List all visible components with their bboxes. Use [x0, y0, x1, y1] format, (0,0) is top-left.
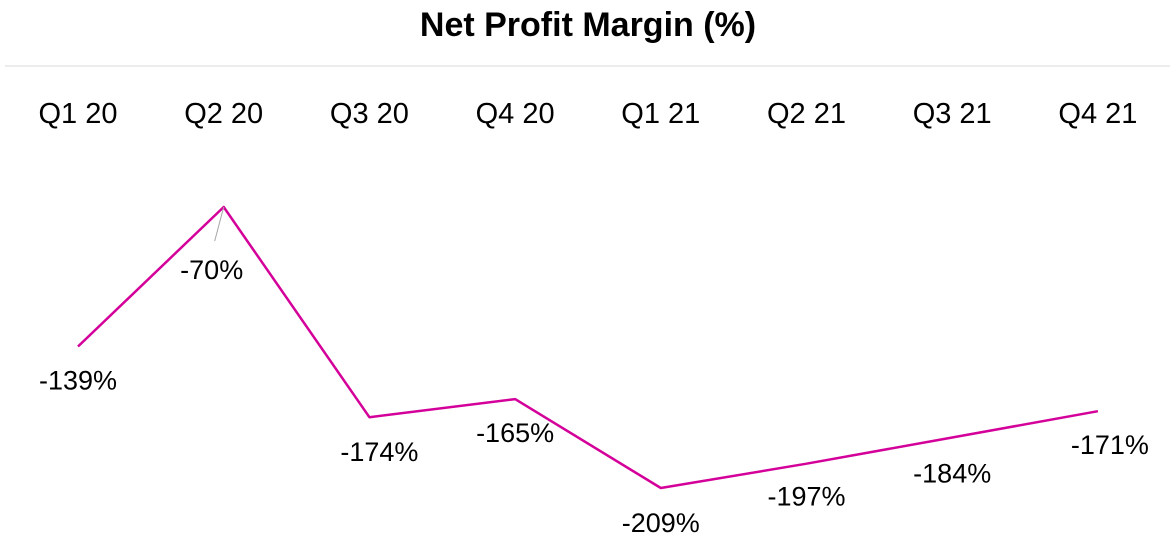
data-label: -197%: [767, 482, 845, 512]
data-label: -70%: [180, 255, 243, 285]
data-label: -174%: [340, 437, 418, 467]
category-label: Q3 21: [913, 98, 992, 130]
data-label: -184%: [913, 458, 991, 488]
data-labels: -139% -70% -174% -165% -209% -197% -184% -171%: [39, 206, 1149, 538]
data-label: -171%: [1071, 430, 1149, 460]
data-label: -209%: [622, 508, 700, 538]
category-label: Q1 21: [621, 98, 700, 130]
category-label: Q3 20: [330, 98, 409, 130]
data-label: -165%: [476, 418, 554, 448]
category-label: Q2 20: [184, 98, 263, 130]
data-label: -139%: [39, 365, 117, 395]
category-label: Q4 21: [1058, 98, 1137, 130]
series-line: [77, 205, 1099, 490]
category-label: Q2 21: [767, 98, 846, 130]
category-axis-labels: Q1 20 Q2 20 Q3 20 Q4 20 Q1 21 Q2 21 Q3 21 Q4 21: [39, 98, 1138, 130]
series-line-group: [77, 205, 1099, 490]
category-label: Q1 20: [39, 98, 118, 130]
data-label-leader-line: [214, 206, 225, 242]
chart-title: Net Profit Margin (%): [420, 6, 756, 44]
category-label: Q4 20: [476, 98, 555, 130]
